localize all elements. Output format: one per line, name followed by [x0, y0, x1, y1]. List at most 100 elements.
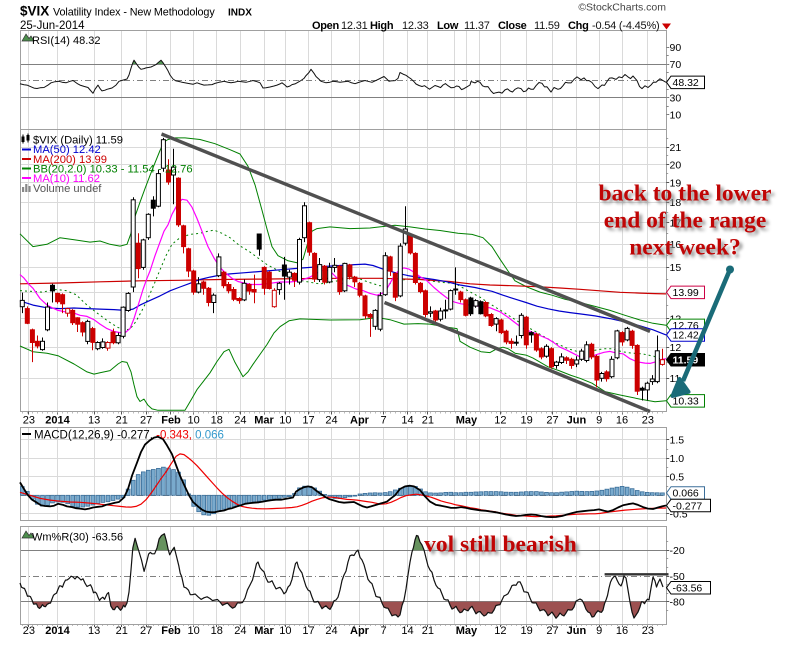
svg-text:21: 21 [116, 625, 128, 637]
svg-text:10: 10 [187, 625, 199, 637]
svg-text:27: 27 [140, 415, 152, 427]
svg-text:7: 7 [380, 625, 386, 637]
svg-text:16: 16 [616, 625, 628, 637]
svg-text:9: 9 [596, 625, 602, 637]
svg-text:Mar: Mar [254, 625, 274, 637]
svg-text:Mar: Mar [254, 415, 274, 427]
svg-text:21: 21 [670, 142, 682, 154]
svg-text:-80: -80 [670, 597, 685, 609]
svg-text:-63.56: -63.56 [673, 583, 703, 595]
svg-text:1.0: 1.0 [670, 453, 685, 465]
svg-text:Close: Close [498, 20, 527, 32]
svg-text:High: High [370, 20, 394, 32]
svg-text:Volume undef: Volume undef [33, 183, 102, 195]
svg-text:10: 10 [187, 415, 199, 427]
svg-text:0.066: 0.066 [673, 488, 699, 500]
svg-text:20: 20 [670, 159, 682, 171]
svg-text:23: 23 [23, 625, 35, 637]
svg-text:7: 7 [380, 415, 386, 427]
svg-text:16: 16 [670, 239, 682, 251]
svg-text:next week?: next week? [629, 235, 741, 261]
svg-text:18: 18 [670, 197, 682, 209]
svg-text:9: 9 [596, 415, 602, 427]
svg-text:2014: 2014 [45, 415, 70, 427]
svg-text:-50: -50 [670, 571, 685, 583]
svg-text:48.32: 48.32 [673, 77, 699, 89]
svg-text:17: 17 [302, 415, 314, 427]
svg-text:18: 18 [211, 415, 223, 427]
svg-text:14: 14 [401, 415, 413, 427]
svg-text:MA(200) 13.99: MA(200) 13.99 [33, 154, 107, 166]
svg-text:70: 70 [670, 59, 682, 71]
svg-text:23: 23 [23, 415, 35, 427]
svg-text:Apr: Apr [350, 625, 370, 637]
svg-text:12.31: 12.31 [341, 20, 368, 32]
svg-text:12.42: 12.42 [673, 330, 699, 342]
svg-text:May: May [456, 625, 478, 637]
svg-text:Jun: Jun [567, 415, 587, 427]
svg-text:24: 24 [234, 415, 246, 427]
svg-text:Chg: Chg [568, 20, 588, 32]
svg-text:13: 13 [88, 415, 100, 427]
svg-text:24: 24 [234, 625, 246, 637]
svg-text:10.33: 10.33 [673, 396, 699, 408]
svg-text:MA(50) 12.42: MA(50) 12.42 [33, 144, 101, 156]
svg-text:MA(10) 11.62: MA(10) 11.62 [33, 173, 100, 185]
svg-text:23: 23 [642, 415, 654, 427]
svg-text:1.5: 1.5 [670, 435, 685, 447]
svg-text:19: 19 [670, 178, 682, 190]
svg-text:24: 24 [325, 415, 337, 427]
svg-text:18: 18 [211, 625, 223, 637]
svg-text:$VIX (Daily) 11.59: $VIX (Daily) 11.59 [33, 135, 123, 147]
svg-text:19: 19 [520, 625, 532, 637]
svg-text:12: 12 [494, 415, 506, 427]
svg-text:27: 27 [546, 415, 558, 427]
svg-text:13.99: 13.99 [673, 287, 699, 299]
svg-text:11.37: 11.37 [464, 20, 490, 32]
svg-text:0.5: 0.5 [670, 472, 685, 484]
svg-text:May: May [456, 415, 478, 427]
svg-text:17: 17 [302, 625, 314, 637]
svg-text:11: 11 [670, 373, 681, 385]
svg-text:MACD(12,26,9) -0.277, -0.343,: MACD(12,26,9) -0.277, -0.343, 0.066 [34, 430, 224, 442]
svg-text:16: 16 [616, 415, 628, 427]
svg-text:10: 10 [279, 415, 291, 427]
svg-text:Volatility Index - New Methodo: Volatility Index - New Methodology [53, 7, 215, 19]
svg-text:Feb: Feb [161, 625, 181, 637]
svg-text:23: 23 [642, 625, 654, 637]
svg-text:Open: Open [312, 20, 339, 32]
svg-text:90: 90 [670, 42, 682, 54]
svg-text:Low: Low [437, 20, 459, 32]
svg-text:$VIX: $VIX [20, 4, 49, 19]
svg-text:-20: -20 [670, 545, 685, 557]
svg-text:Feb: Feb [161, 415, 181, 427]
svg-text:12.33: 12.33 [402, 20, 429, 32]
svg-text:INDX: INDX [228, 8, 252, 19]
svg-text:11.59: 11.59 [534, 20, 560, 32]
svg-text:Wm%R(30) -63.56: Wm%R(30) -63.56 [32, 532, 123, 544]
svg-text:27: 27 [546, 625, 558, 637]
svg-text:21: 21 [116, 415, 128, 427]
svg-text:-0.277: -0.277 [673, 500, 703, 512]
svg-text:RSI(14) 48.32: RSI(14) 48.32 [32, 35, 100, 47]
svg-text:25-Jun-2014: 25-Jun-2014 [20, 20, 85, 32]
svg-text:19: 19 [520, 415, 532, 427]
svg-text:10: 10 [670, 110, 682, 122]
svg-text:end of the range: end of the range [604, 208, 767, 234]
svg-text:-0.54 (-4.45%): -0.54 (-4.45%) [592, 20, 660, 32]
svg-text:2014: 2014 [45, 625, 70, 637]
svg-text:17: 17 [670, 218, 682, 230]
svg-text:12: 12 [494, 625, 506, 637]
svg-text:13: 13 [88, 625, 100, 637]
svg-text:30: 30 [670, 93, 682, 105]
svg-text:27: 27 [140, 625, 152, 637]
svg-text:10: 10 [279, 625, 291, 637]
svg-text:Jun: Jun [567, 625, 587, 637]
svg-text:14: 14 [401, 625, 413, 637]
svg-text:24: 24 [325, 625, 337, 637]
svg-text:21: 21 [422, 415, 434, 427]
svg-text:vol still bearish: vol still bearish [424, 531, 577, 557]
svg-text:21: 21 [422, 625, 434, 637]
svg-text:Apr: Apr [350, 415, 370, 427]
svg-text:back to the lower: back to the lower [599, 181, 772, 207]
